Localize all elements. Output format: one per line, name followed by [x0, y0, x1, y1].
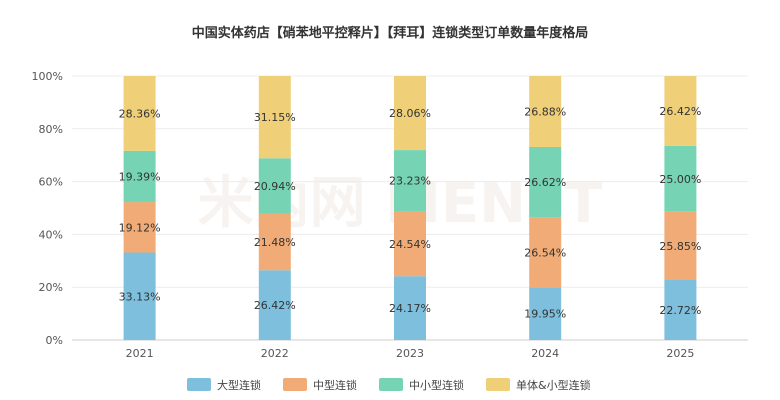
data-label: 26.88%: [524, 106, 566, 119]
y-tick-label: 80%: [39, 123, 63, 136]
x-tick-label: 2025: [666, 347, 694, 360]
data-label: 26.42%: [254, 299, 296, 312]
legend-item[interactable]: 单体&小型连锁: [486, 378, 591, 392]
legend-swatch: [486, 378, 510, 391]
y-tick-label: 40%: [39, 228, 63, 241]
data-label: 26.42%: [659, 105, 701, 118]
data-label: 19.12%: [119, 221, 161, 234]
legend-label: 中小型连锁: [409, 378, 464, 392]
bar-segment[interactable]: [529, 287, 562, 340]
data-label: 28.36%: [119, 107, 161, 120]
data-label: 28.06%: [389, 107, 431, 120]
data-label: 26.62%: [524, 176, 566, 189]
y-axis: 0% 20% 40% 60% 80% 100%: [32, 70, 63, 347]
legend-swatch: [379, 378, 403, 391]
bar-segment[interactable]: [664, 211, 697, 281]
data-label: 24.54%: [389, 238, 431, 251]
legend-swatch: [187, 378, 211, 391]
bar-segment[interactable]: [529, 146, 562, 218]
bar-segment[interactable]: [394, 150, 426, 212]
legend-item[interactable]: 中小型连锁: [379, 378, 464, 392]
data-label: 19.95%: [524, 308, 566, 321]
y-tick-label: 20%: [39, 281, 63, 294]
bar-segment[interactable]: [529, 217, 562, 288]
x-tick-label: 2024: [531, 347, 559, 360]
legend-item[interactable]: 大型连锁: [187, 378, 261, 392]
y-tick-label: 60%: [39, 176, 63, 189]
data-label: 21.48%: [254, 236, 296, 249]
chart-title: 中国实体药店【硝苯地平控释片】【拜耳】连锁类型订单数量年度格局: [192, 25, 589, 41]
x-tick-label: 2021: [126, 347, 154, 360]
bar-segment[interactable]: [258, 76, 291, 159]
data-label: 26.54%: [524, 246, 566, 259]
bar-segment[interactable]: [664, 280, 697, 340]
legend-swatch: [283, 378, 307, 391]
bar-segment[interactable]: [258, 213, 291, 271]
data-label: 24.17%: [389, 302, 431, 315]
bar-segment[interactable]: [394, 76, 426, 151]
data-label: 19.39%: [119, 170, 161, 183]
bar-segment[interactable]: [529, 76, 562, 147]
data-label: 33.13%: [119, 290, 161, 303]
bar-segment[interactable]: [123, 150, 156, 203]
bars: 33.13% 19.12% 19.39% 28.36% 26.42% 21.48% 20.9…: [119, 76, 701, 340]
data-label: 23.23%: [389, 175, 431, 188]
legend-label: 中型连锁: [313, 378, 357, 392]
bar-segment[interactable]: [394, 276, 426, 340]
x-axis: 2021 2022 2023 2024 2025: [126, 347, 695, 360]
data-label: 25.00%: [659, 173, 701, 186]
bar-segment[interactable]: [258, 270, 291, 340]
bar-segment[interactable]: [394, 211, 426, 277]
bar-segment[interactable]: [123, 252, 156, 340]
x-tick-label: 2022: [261, 347, 289, 360]
bar-segment[interactable]: [664, 145, 697, 212]
x-tick-label: 2023: [396, 347, 424, 360]
data-label: 20.94%: [254, 180, 296, 193]
data-label: 25.85%: [659, 240, 701, 253]
bar-segment[interactable]: [123, 202, 156, 253]
legend-label: 单体&小型连锁: [516, 378, 591, 392]
bar-segment[interactable]: [123, 76, 156, 151]
legend[interactable]: 大型连锁 中型连锁 中小型连锁 单体&小型连锁: [187, 378, 591, 392]
data-label: 31.15%: [254, 111, 296, 124]
legend-item[interactable]: 中型连锁: [283, 378, 357, 392]
legend-label: 大型连锁: [217, 378, 261, 392]
y-tick-label: 100%: [32, 70, 63, 83]
bar-segment[interactable]: [664, 76, 697, 146]
data-label: 22.72%: [659, 304, 701, 317]
y-tick-label: 0%: [46, 334, 63, 347]
bar-segment[interactable]: [258, 158, 291, 214]
